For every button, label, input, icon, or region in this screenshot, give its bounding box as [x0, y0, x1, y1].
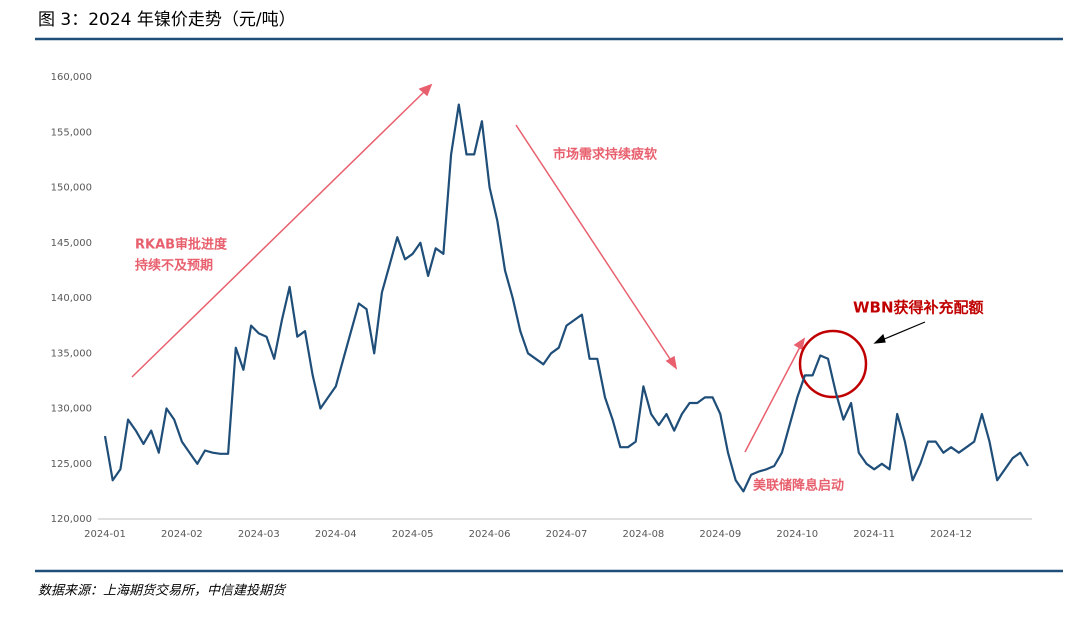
y-tick-label: 155,000 [51, 127, 92, 138]
y-tick-label: 135,000 [51, 348, 92, 359]
x-tick-label: 2024-02 [161, 529, 203, 540]
x-tick-label: 2024-03 [238, 529, 280, 540]
y-tick-label: 130,000 [51, 404, 92, 415]
annotation: WBN获得补充配额 [853, 299, 984, 317]
x-tick-label: 2024-09 [699, 529, 741, 540]
x-tick-label: 2024-06 [469, 529, 511, 540]
x-tick-label: 2024-12 [930, 529, 972, 540]
x-tick-label: 2024-11 [853, 529, 895, 540]
annotation: 市场需求持续疲软 [553, 147, 657, 163]
y-tick-label: 150,000 [51, 183, 92, 194]
x-tick-label: 2024-05 [392, 529, 434, 540]
x-tick-label: 2024-10 [776, 529, 818, 540]
annotation: RKAB审批进度 [135, 237, 228, 253]
price-line [103, 103, 1029, 493]
y-tick-label: 145,000 [51, 238, 92, 249]
y-tick-label: 140,000 [51, 293, 92, 304]
x-tick-label: 2024-07 [546, 529, 588, 540]
highlight-circle [798, 329, 868, 399]
x-tick-label: 2024-04 [315, 529, 357, 540]
y-tick-label: 120,000 [51, 514, 92, 525]
pointer-arrow [873, 321, 926, 344]
title: 图 3：2024 年镍价走势（元/吨） [38, 10, 296, 30]
annotation: 持续不及预期 [135, 258, 213, 274]
x-tick-label: 2024-08 [623, 529, 665, 540]
trend-arrows [131, 83, 806, 453]
y-tick-label: 160,000 [51, 72, 92, 83]
x-tick-label: 2024-01 [84, 529, 126, 540]
annotation: 美联储降息启动 [753, 478, 844, 494]
source: 数据来源：上海期货交易所，中信建投期货 [38, 583, 287, 599]
y-tick-label: 125,000 [51, 459, 92, 470]
